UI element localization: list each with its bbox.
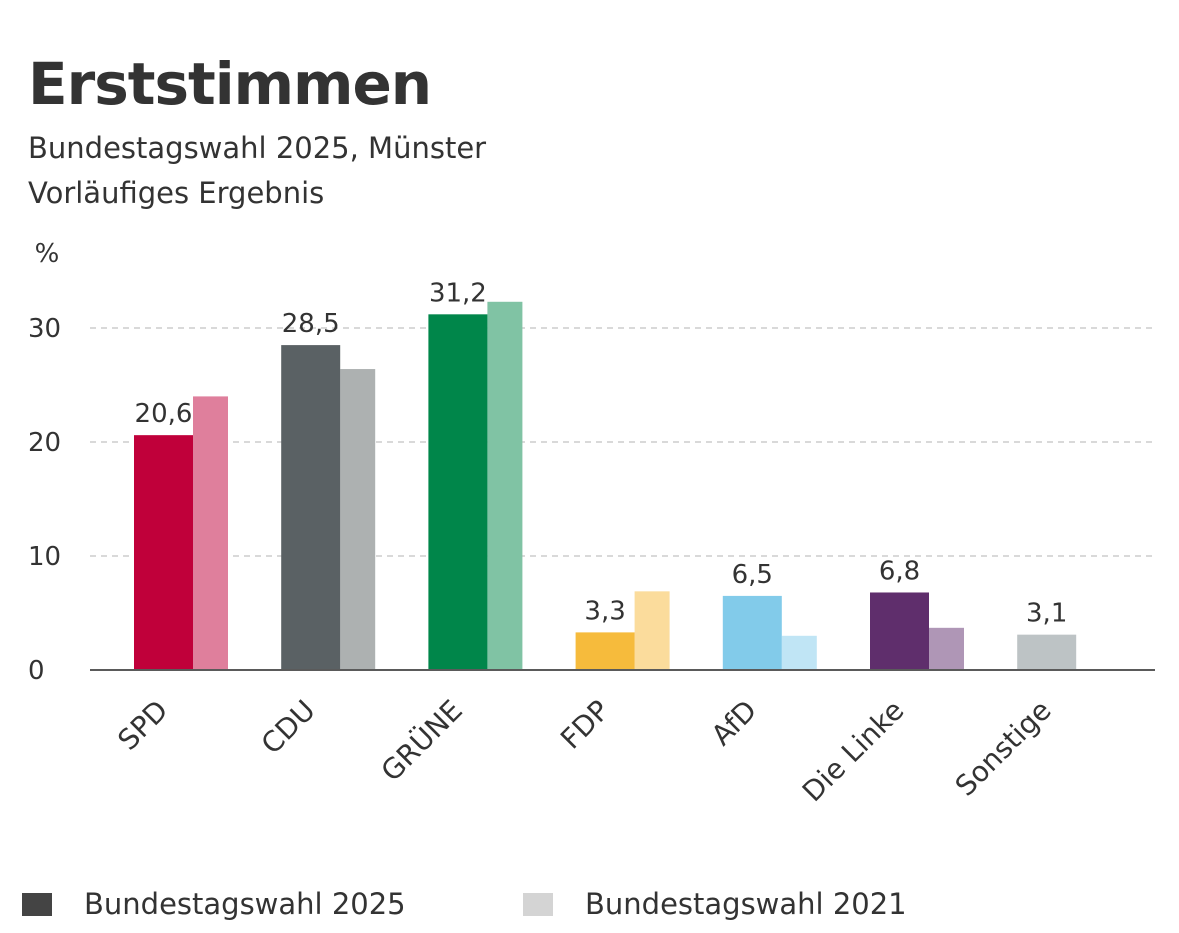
value-label-spd: 20,6 <box>135 399 193 429</box>
legend-swatch-2021 <box>523 892 553 916</box>
bar-chart: 0 10 20 30 20,6 28,5 31,2 3,3 6,5 6,8 3,1 SPD CDU G… <box>28 239 1155 808</box>
value-label-fdp: 3,3 <box>584 596 625 626</box>
bar-2025-gruene <box>428 314 488 670</box>
bar-2021-spd <box>193 396 228 670</box>
x-tick-label-sonstige: Sonstige <box>949 694 1058 803</box>
bar-2021-gruene <box>487 301 523 670</box>
x-tick-label-fdp: FDP <box>554 694 616 756</box>
y-tick-label: 20 <box>28 428 61 458</box>
legend-swatch-2025 <box>22 892 52 916</box>
chart-title: Erststimmen <box>28 50 432 118</box>
y-tick-label: 30 <box>28 314 61 344</box>
bar-2025-afd <box>722 595 782 670</box>
value-labels: 20,6 28,5 31,2 3,3 6,5 6,8 3,1 <box>135 278 1068 628</box>
bar-2025-cdu <box>281 345 341 670</box>
bar-2021-afd <box>781 635 817 670</box>
y-tick-label: 0 <box>28 656 45 686</box>
value-label-afd: 6,5 <box>732 560 773 590</box>
bar-2021-fdp <box>634 591 670 670</box>
legend-label-2025: Bundestagswahl 2025 <box>84 887 406 921</box>
chart-subtitle: Bundestagswahl 2025, Münster <box>28 131 487 165</box>
value-label-die-linke: 6,8 <box>879 556 920 586</box>
bar-2021-cdu <box>340 369 376 670</box>
x-axis-categories: SPD CDU GRÜNE FDP AfD Die Linke Sonstige <box>111 693 1057 808</box>
chart-subtitle-status: Vorläufiges Ergebnis <box>28 176 325 210</box>
legend-label-2021: Bundestagswahl 2021 <box>585 887 907 921</box>
bar-2025-spd <box>134 435 193 670</box>
bars <box>134 301 1077 670</box>
gridlines <box>90 327 1155 557</box>
y-axis-unit-label: % <box>35 239 60 269</box>
x-tick-label-gruene: GRÜNE <box>374 693 469 788</box>
x-tick-label-cdu: CDU <box>255 694 322 761</box>
bar-2025-sonstige <box>1017 634 1077 670</box>
value-label-gruene: 31,2 <box>429 278 487 308</box>
value-label-sonstige: 3,1 <box>1026 599 1067 629</box>
y-tick-label: 10 <box>28 542 61 572</box>
legend-item-2021: Bundestagswahl 2021 <box>523 884 907 924</box>
legend-item-2025: Bundestagswahl 2025 <box>22 884 406 924</box>
y-axis-ticks: 0 10 20 30 <box>28 314 61 686</box>
bar-2021-die-linke <box>929 627 964 670</box>
x-tick-label-afd: AfD <box>705 694 763 752</box>
value-label-cdu: 28,5 <box>282 309 340 339</box>
x-tick-label-spd: SPD <box>111 694 174 757</box>
bar-2025-die-linke <box>870 592 929 670</box>
bar-2025-fdp <box>575 632 635 670</box>
x-tick-label-die-linke: Die Linke <box>796 694 911 809</box>
